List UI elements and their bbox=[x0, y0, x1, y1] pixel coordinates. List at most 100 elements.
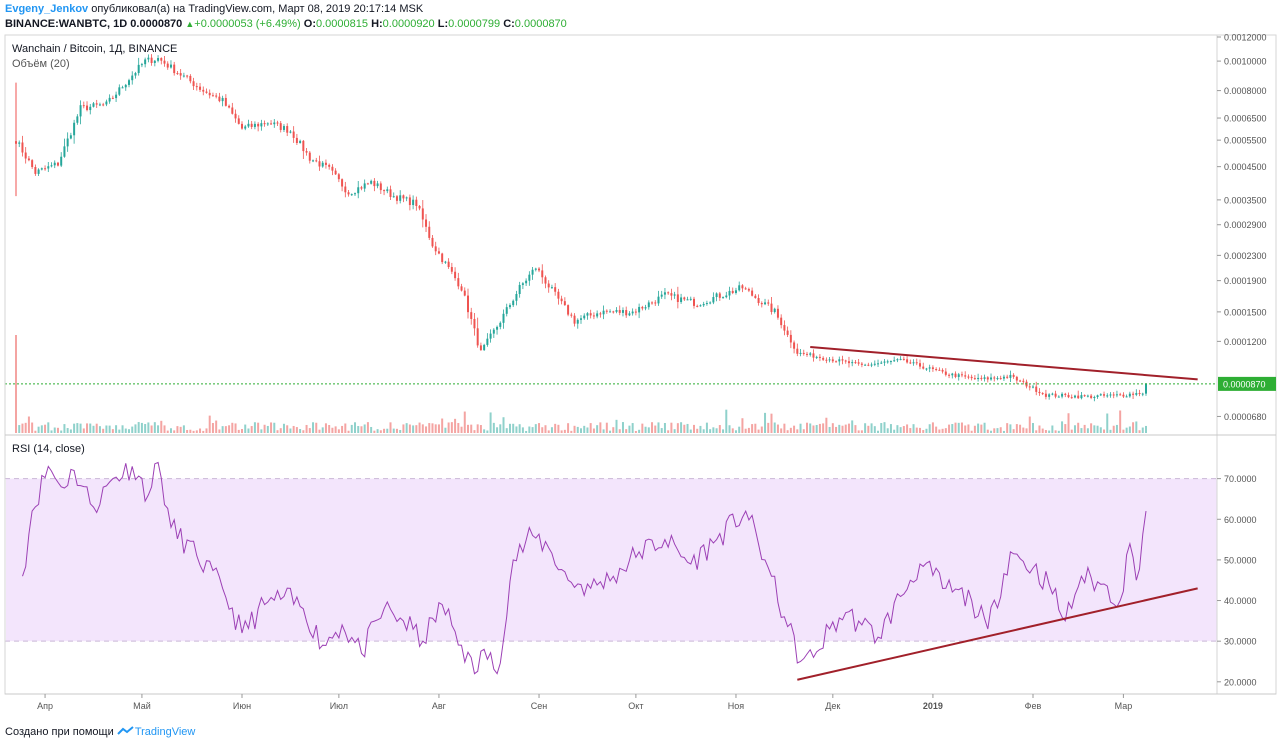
candle-body bbox=[738, 285, 741, 291]
candle-body bbox=[744, 288, 747, 290]
rsi-pane[interactable] bbox=[5, 461, 1217, 681]
candle-body bbox=[567, 305, 570, 315]
price-trendline[interactable] bbox=[810, 346, 1198, 381]
candle-body bbox=[412, 199, 415, 206]
volume-bar bbox=[395, 428, 398, 433]
candle-body bbox=[228, 105, 231, 108]
volume-bar bbox=[454, 418, 457, 433]
volume-bar bbox=[370, 426, 373, 433]
volume-bar bbox=[412, 425, 415, 433]
rsi-trendline[interactable] bbox=[797, 587, 1198, 681]
candle-body bbox=[318, 161, 321, 167]
volume-bar bbox=[350, 424, 353, 433]
volume-bar bbox=[121, 425, 124, 433]
volume-bar bbox=[660, 428, 663, 433]
volume-bar bbox=[447, 422, 450, 433]
candle-body bbox=[715, 293, 718, 298]
volume-bar bbox=[870, 423, 873, 433]
volume-bar bbox=[486, 430, 489, 433]
volume-bar bbox=[186, 429, 189, 433]
volume-bar bbox=[925, 428, 928, 433]
volume-bar bbox=[247, 428, 250, 433]
main-legend-title: Wanchain / Bitcoin, 1Д, BINANCE bbox=[12, 43, 178, 55]
price-tick-label: 0.0012000 bbox=[1224, 33, 1267, 43]
volume-bar bbox=[98, 426, 101, 433]
candle-body bbox=[47, 166, 50, 169]
volume-bar bbox=[1099, 427, 1102, 433]
candle-body bbox=[1073, 395, 1076, 398]
published-text: опубликовал(а) на TradingView.com, Март … bbox=[88, 3, 424, 15]
volume-bar bbox=[383, 428, 386, 433]
volume-bar bbox=[705, 422, 708, 433]
candle-body bbox=[1106, 395, 1109, 397]
candle-body bbox=[986, 377, 989, 380]
candle-body bbox=[796, 348, 799, 354]
candle-body bbox=[431, 237, 434, 247]
price-tick-label: 0.0004500 bbox=[1224, 162, 1267, 172]
candle-body bbox=[182, 75, 185, 77]
footer: Создано при помощи TradingView bbox=[5, 726, 195, 738]
volume-bar bbox=[670, 422, 673, 433]
time-tick-label: Ноя bbox=[728, 701, 745, 711]
candle-body bbox=[889, 361, 892, 363]
volume-bar bbox=[489, 412, 492, 433]
volume-bar bbox=[44, 424, 47, 433]
volume-bar bbox=[651, 422, 654, 433]
volume-bar bbox=[215, 420, 218, 433]
volume-bar bbox=[583, 425, 586, 433]
volume-bar bbox=[741, 418, 744, 433]
volume-bar bbox=[1122, 429, 1125, 433]
volume-bar bbox=[108, 425, 111, 433]
candle-body bbox=[906, 359, 909, 363]
volume-bar bbox=[457, 422, 460, 433]
volume-bar bbox=[292, 425, 295, 433]
candle-body bbox=[602, 310, 605, 315]
candle-body bbox=[915, 362, 918, 364]
volume-bar bbox=[857, 430, 860, 433]
volume-bar bbox=[211, 422, 214, 433]
candle-body bbox=[95, 103, 98, 105]
candle-body bbox=[983, 377, 986, 379]
volume-bar bbox=[738, 426, 741, 433]
volume-bar bbox=[182, 425, 185, 433]
volume-bar bbox=[528, 426, 531, 433]
volume-bar bbox=[760, 426, 763, 433]
candle-body bbox=[241, 123, 243, 129]
price-pane[interactable] bbox=[5, 54, 1217, 433]
volume-bar bbox=[764, 412, 767, 433]
candle-body bbox=[583, 315, 586, 319]
volume-bar bbox=[1006, 423, 1009, 433]
time-tick-label: Дек bbox=[825, 701, 840, 711]
candle-body bbox=[1009, 374, 1012, 378]
candle-body bbox=[489, 333, 492, 339]
volume-bar bbox=[496, 427, 499, 433]
candle-body bbox=[1141, 393, 1144, 395]
time-tick-label: Июл bbox=[330, 701, 348, 711]
candle-body bbox=[1122, 394, 1125, 397]
candle-body bbox=[841, 359, 844, 361]
candle-body bbox=[389, 189, 392, 197]
candle-body bbox=[676, 294, 679, 302]
candle-body bbox=[257, 123, 260, 127]
volume-bar bbox=[341, 425, 344, 433]
volume-bar bbox=[560, 430, 563, 433]
candle-body bbox=[470, 312, 473, 319]
candle-body bbox=[667, 292, 670, 294]
candle-body bbox=[854, 362, 857, 364]
volume-bar bbox=[854, 425, 857, 433]
candle-body bbox=[479, 345, 482, 351]
author-link[interactable]: Evgeny_Jenkov bbox=[5, 3, 89, 15]
volume-bar bbox=[360, 426, 363, 433]
volume-bar bbox=[231, 422, 234, 433]
candle-body bbox=[990, 377, 993, 380]
volume-bar bbox=[337, 429, 340, 433]
volume-bar bbox=[1067, 413, 1070, 433]
symbol-line: BINANCE:WANBTC, 1D 0.0000870 ▲+0.0000053… bbox=[5, 18, 567, 30]
time-tick-label: Авг bbox=[432, 701, 447, 711]
candle-body bbox=[473, 318, 476, 329]
time-tick-label: Мар bbox=[1115, 701, 1133, 711]
tradingview-logo[interactable]: TradingView bbox=[117, 726, 195, 738]
candle-body bbox=[295, 137, 298, 144]
candle-body bbox=[499, 322, 502, 327]
